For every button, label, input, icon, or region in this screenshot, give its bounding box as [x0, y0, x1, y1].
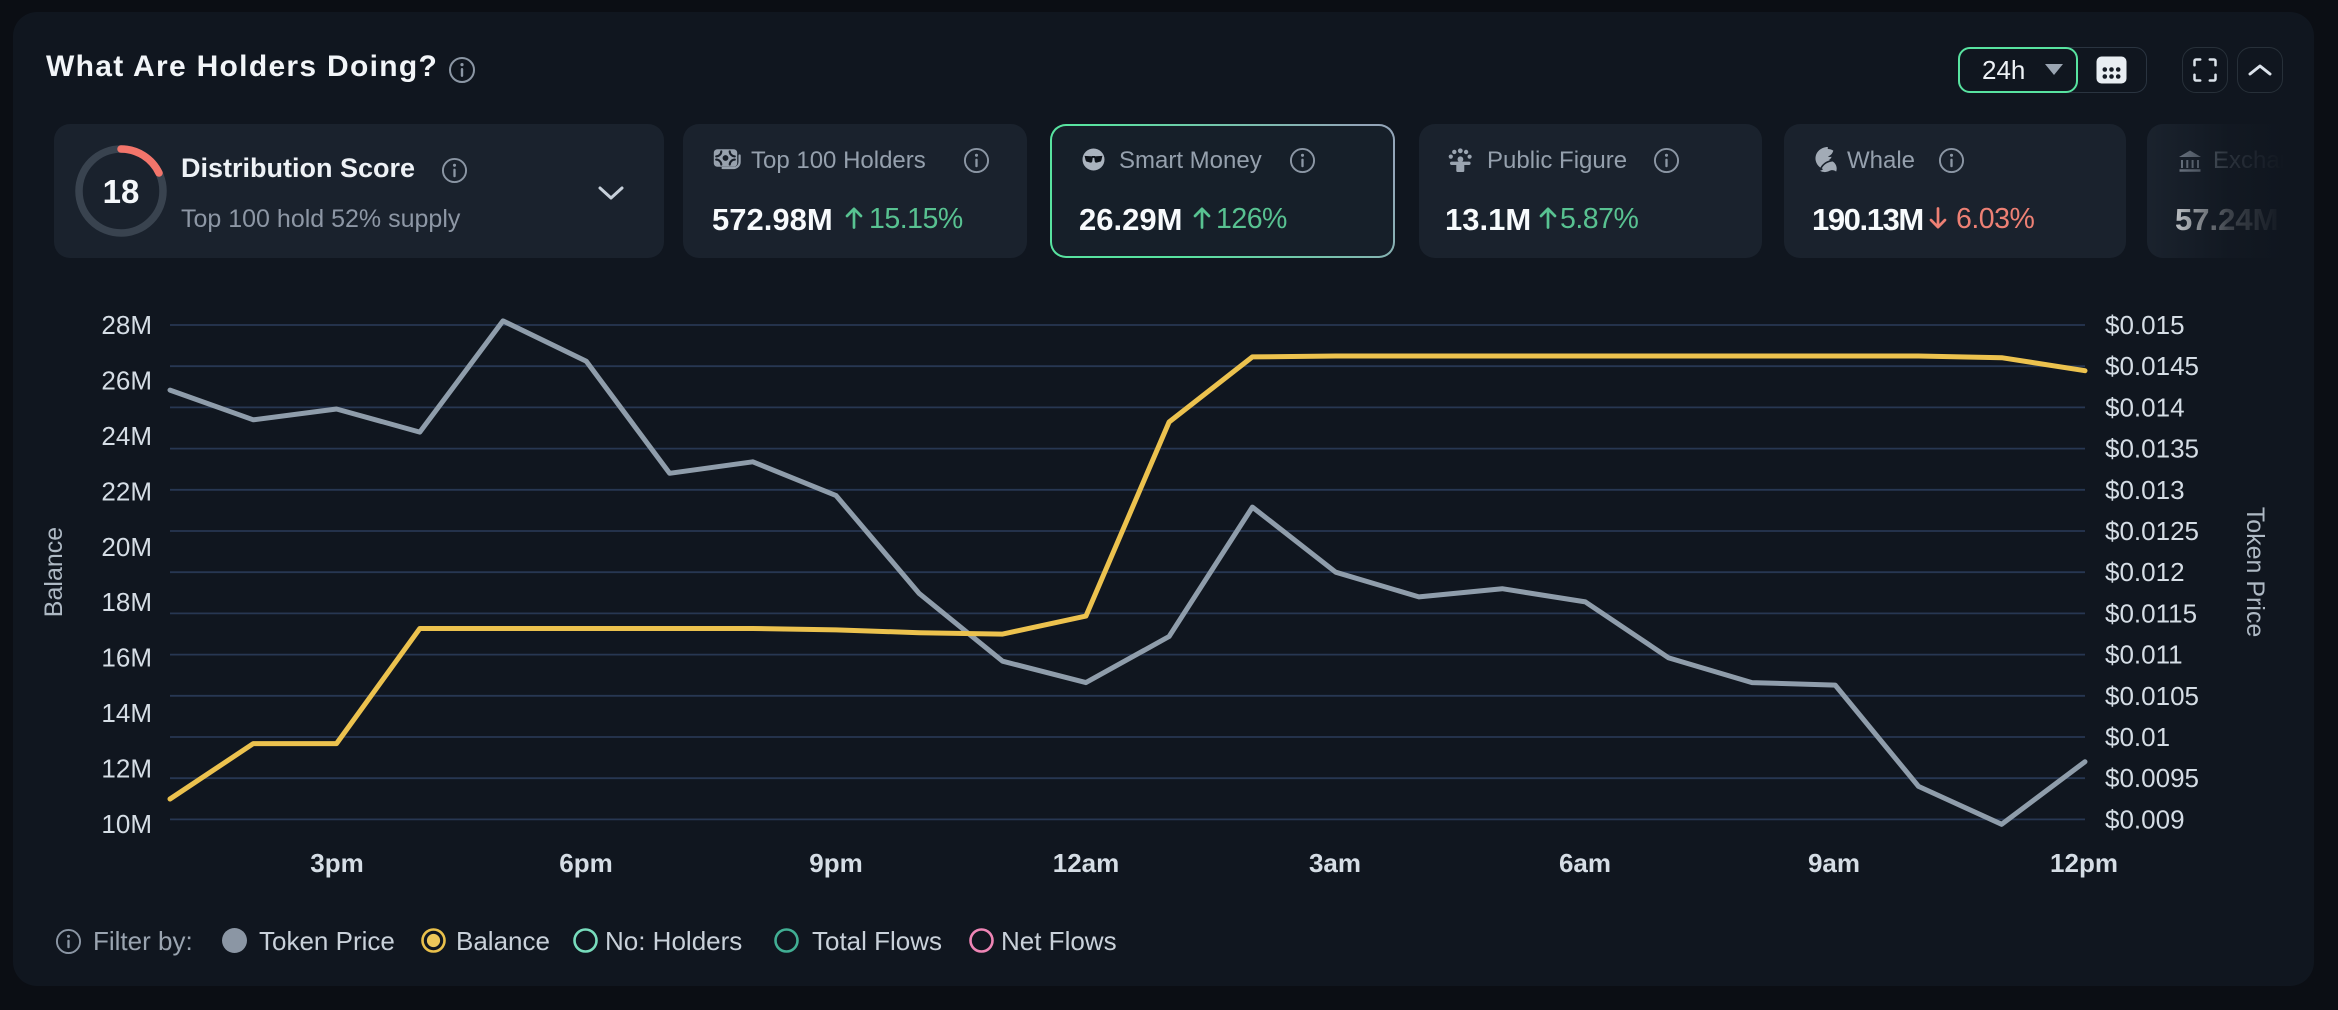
svg-text:16M: 16M	[101, 643, 152, 673]
svg-text:$0.0135: $0.0135	[2105, 434, 2199, 464]
svg-text:6am: 6am	[1559, 848, 1611, 878]
svg-text:Balance: Balance	[40, 527, 68, 617]
svg-text:$0.0145: $0.0145	[2105, 351, 2199, 381]
svg-text:$0.01: $0.01	[2105, 722, 2170, 752]
svg-text:6pm: 6pm	[559, 848, 612, 878]
svg-text:3pm: 3pm	[310, 848, 363, 878]
svg-text:26M: 26M	[101, 365, 152, 395]
svg-text:18M: 18M	[101, 587, 152, 617]
svg-text:10M: 10M	[101, 809, 152, 839]
svg-text:$0.0115: $0.0115	[2105, 598, 2197, 628]
svg-text:12am: 12am	[1053, 848, 1120, 878]
svg-text:12M: 12M	[101, 754, 152, 784]
svg-text:20M: 20M	[101, 532, 152, 562]
svg-text:$0.014: $0.014	[2105, 392, 2185, 422]
svg-text:3am: 3am	[1309, 848, 1361, 878]
svg-text:Token Price: Token Price	[2241, 507, 2269, 638]
svg-text:28M: 28M	[101, 310, 152, 340]
svg-text:$0.0105: $0.0105	[2105, 681, 2199, 711]
svg-text:$0.011: $0.011	[2105, 640, 2183, 670]
svg-text:24M: 24M	[101, 421, 152, 451]
svg-text:$0.013: $0.013	[2105, 475, 2185, 505]
svg-text:$0.015: $0.015	[2105, 310, 2185, 340]
svg-text:$0.0095: $0.0095	[2105, 763, 2199, 793]
svg-text:9am: 9am	[1808, 848, 1860, 878]
svg-text:18: 18	[103, 173, 140, 210]
svg-text:9pm: 9pm	[809, 848, 862, 878]
svg-text:$0.012: $0.012	[2105, 557, 2185, 587]
svg-text:$0.009: $0.009	[2105, 804, 2185, 834]
svg-text:22M: 22M	[101, 476, 152, 506]
svg-text:14M: 14M	[101, 698, 152, 728]
svg-text:12pm: 12pm	[2050, 848, 2118, 878]
svg-text:$0.0125: $0.0125	[2105, 516, 2199, 546]
